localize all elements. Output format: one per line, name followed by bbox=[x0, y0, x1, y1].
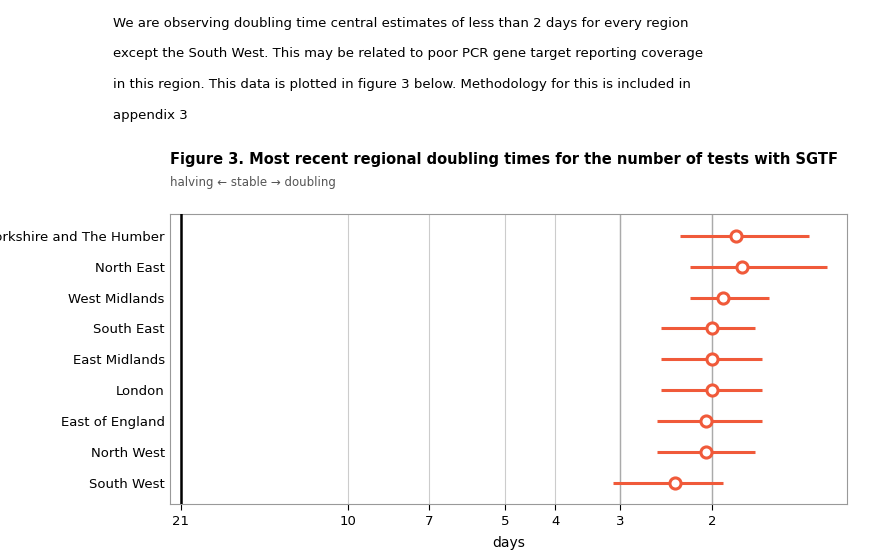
Text: halving ← stable → doubling: halving ← stable → doubling bbox=[170, 177, 336, 189]
Text: We are observing doubling time central estimates of less than 2 days for every r: We are observing doubling time central e… bbox=[113, 17, 689, 30]
Text: Figure 3. Most recent regional doubling times for the number of tests with SGTF: Figure 3. Most recent regional doubling … bbox=[170, 152, 838, 167]
X-axis label: days: days bbox=[492, 536, 525, 550]
Text: except the South West. This may be related to poor PCR gene target reporting cov: except the South West. This may be relat… bbox=[113, 47, 704, 60]
Text: in this region. This data is plotted in figure 3 below. Methodology for this is : in this region. This data is plotted in … bbox=[113, 78, 691, 91]
Text: appendix 3: appendix 3 bbox=[113, 109, 189, 121]
